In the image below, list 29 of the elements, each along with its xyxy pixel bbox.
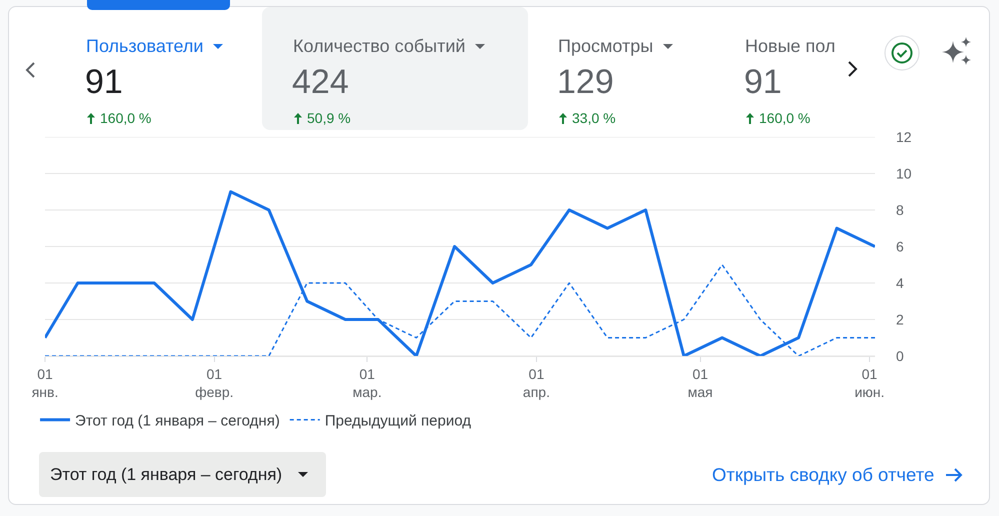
text: 129 [557,62,614,102]
x-tick-label: 01 июн. [854,366,885,400]
text: Количество событий [293,35,466,57]
x-tick-label: 01 янв. [32,366,58,400]
x-tick-label: 01 февр. [195,366,234,400]
dropdown-button: Этот год (1 января – сегодня) [39,452,326,497]
x-tick-label: 01 апр. [522,366,550,400]
text: 50,9 % [307,110,351,127]
text: Пользователи [86,35,204,57]
text: 33,0 % [572,110,616,127]
text: 160,0 % [759,110,810,127]
y-tick-label: 12 [896,128,912,145]
text: 91 [85,62,123,102]
y-tick-label: 8 [896,202,904,218]
legend-label: Предыдущий период [324,412,472,430]
y-tick-label: 4 [896,274,904,291]
text: 160,0 % [100,110,152,127]
y-tick-label: 10 [896,165,912,182]
text: Просмотры [558,35,654,57]
y-tick-label: 6 [896,238,904,254]
text: Открыть сводку об отчете [712,464,934,486]
y-tick-label: 2 [896,311,904,328]
x-tick-label: 01 мая [688,366,713,400]
text: 91 [744,62,782,102]
legend-label: Этот год (1 января – сегодня) [75,412,280,430]
text: 424 [292,62,349,102]
x-tick-label: 01 мар. [352,366,382,400]
y-tick-label: 0 [896,348,904,364]
text: Новые пол [745,35,836,57]
